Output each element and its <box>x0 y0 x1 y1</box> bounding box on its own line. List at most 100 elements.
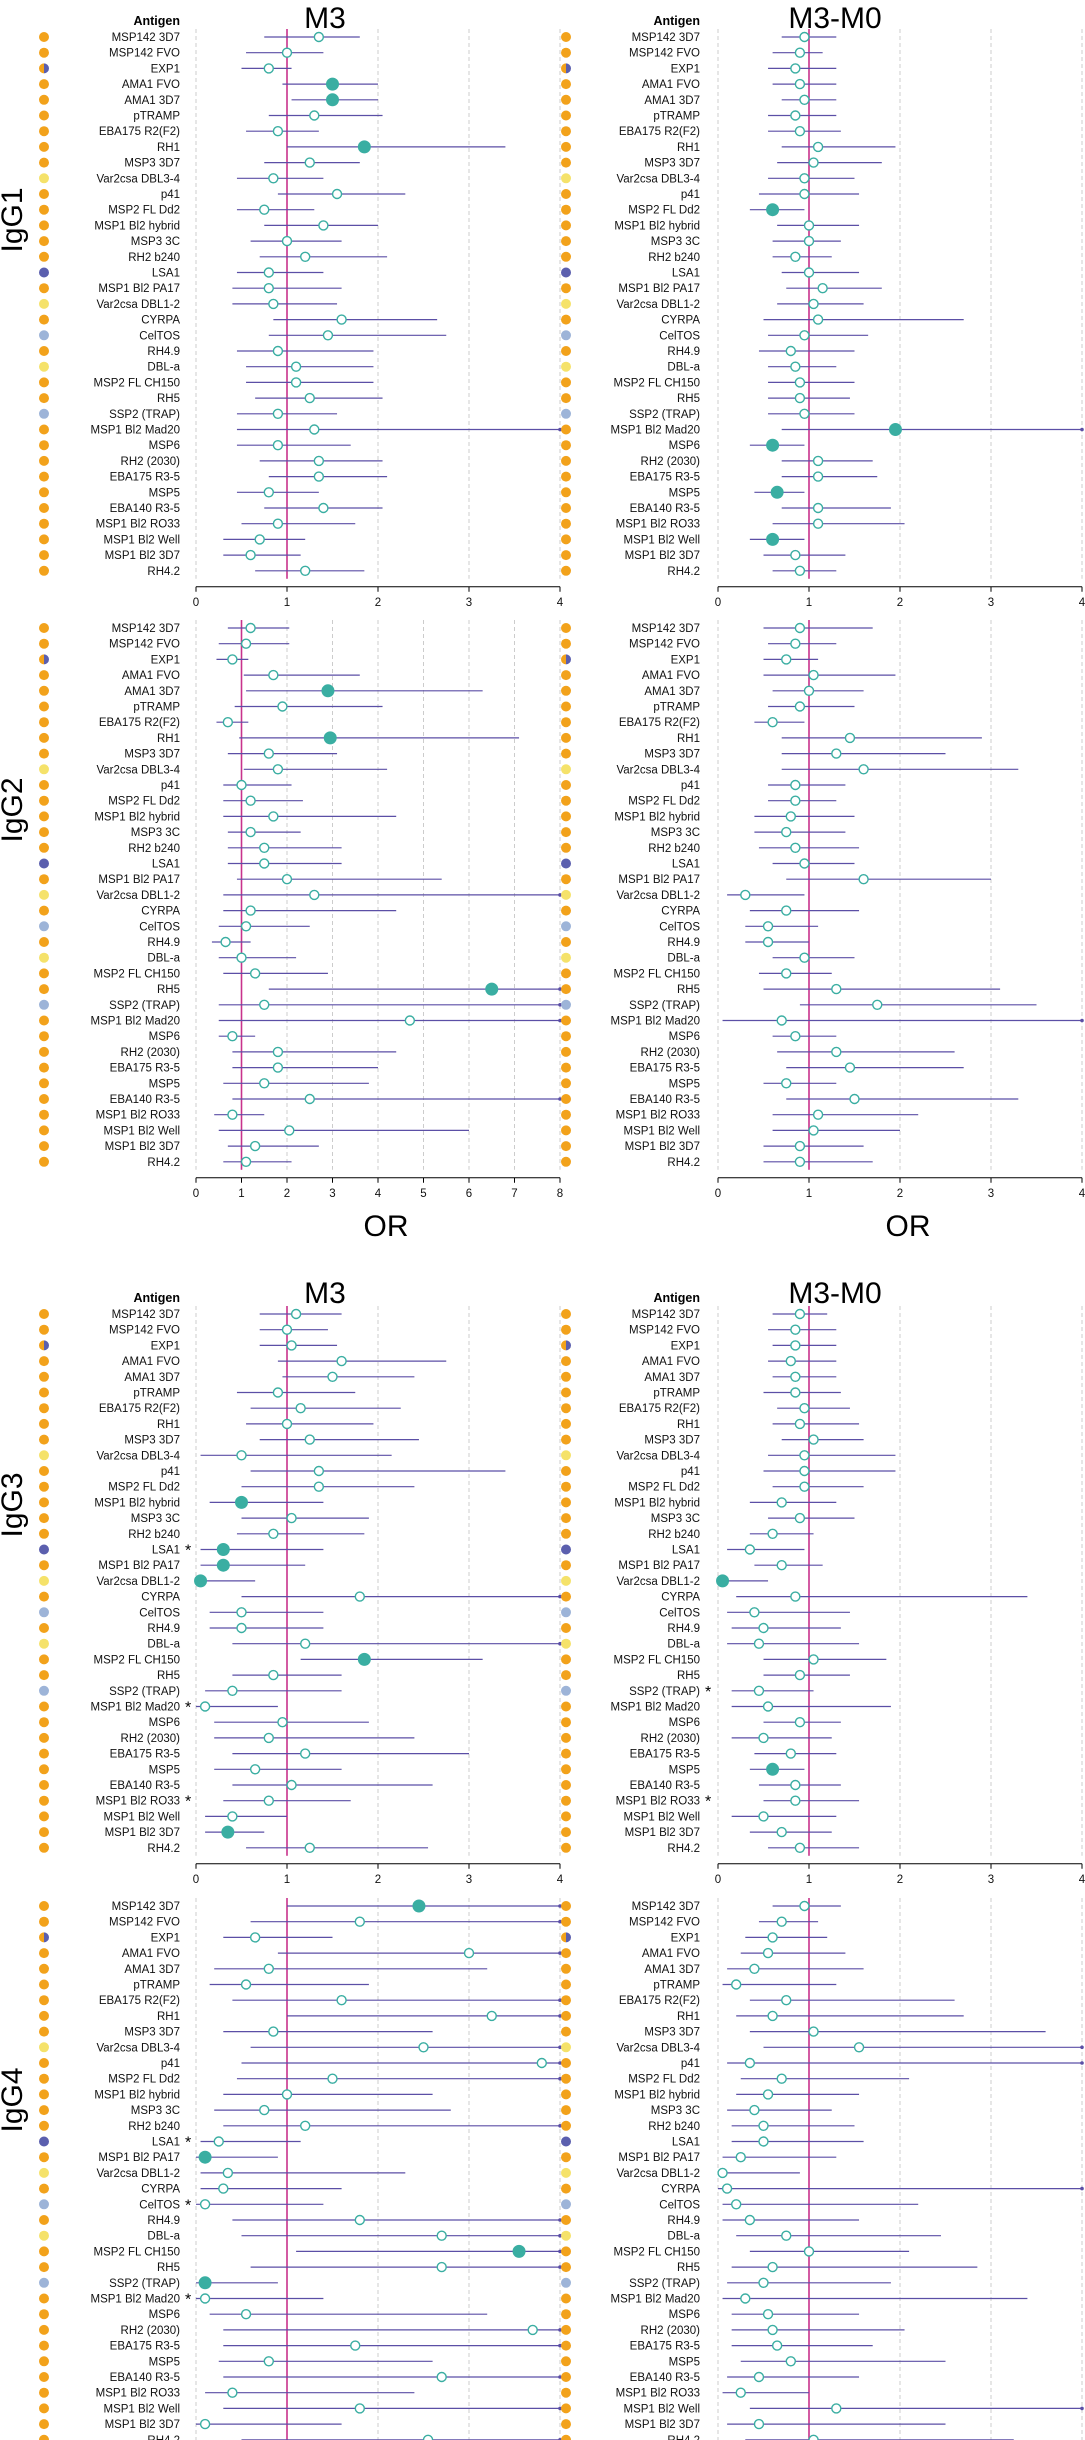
antigen-label: SSP2 (TRAP) <box>629 409 700 421</box>
or-point <box>263 267 274 278</box>
antigen-label: RH1 <box>677 733 700 745</box>
antigen-category-dot <box>561 2356 571 2367</box>
antigen-category-dot <box>561 670 571 681</box>
antigen-label: AMA1 3D7 <box>644 1372 700 1384</box>
antigen-category-dot <box>39 2058 49 2068</box>
antigen-label: RH4.9 <box>667 346 700 358</box>
antigen-category-dot <box>39 1748 49 1759</box>
or-point <box>263 2356 274 2367</box>
antigen-category-dot <box>39 346 49 356</box>
antigen-category-dot <box>39 1094 49 1104</box>
antigen-label: MSP1 Bl2 RO33 <box>616 519 700 531</box>
or-point <box>735 2387 746 2398</box>
or-point <box>272 764 284 775</box>
or-point <box>794 1669 806 1681</box>
or-point <box>858 874 869 885</box>
or-point <box>290 1308 302 1320</box>
or-point <box>268 2026 279 2037</box>
row-label-igg3: IgG3 <box>0 1472 29 1537</box>
antigen-category-dot <box>39 858 49 869</box>
antigen-category-dot <box>39 534 49 545</box>
antigen-category-dot <box>561 424 571 435</box>
antigen-label: CelTOS <box>139 1607 180 1619</box>
antigen-category-dot <box>39 984 49 995</box>
antigen-category-dot <box>39 811 49 822</box>
antigen-category-dot <box>561 204 571 215</box>
antigen-category-dot <box>561 2183 571 2194</box>
antigen-category-dot <box>39 1324 49 1335</box>
antigen-category-dot <box>39 1528 49 1539</box>
antigen-label: MSP1 Bl2 PA17 <box>98 283 180 295</box>
antigen-label: RH1 <box>157 142 180 154</box>
antigen-category-dot <box>39 503 49 513</box>
or-point <box>853 2042 865 2053</box>
panel-igg1-m3-m0: Antigen 0 1 2 3 4 MSP142 3D7 MSP142 FVO EXP1 AMA1… <box>561 14 1085 609</box>
antigen-label: Var2csa DBL1-2 <box>616 2168 700 2180</box>
antigen-label: MSP6 <box>669 440 700 452</box>
antigen-category-dot <box>39 795 49 806</box>
or-point <box>794 47 806 58</box>
or-point <box>785 1355 796 1367</box>
antigen-category-dot <box>561 236 571 247</box>
antigen-category-dot <box>39 1932 44 1943</box>
antigen-label: DBL-a <box>667 953 700 965</box>
x-axis-label-or: OR <box>886 1210 931 1243</box>
or-point <box>794 701 806 712</box>
or-point <box>776 1015 787 1026</box>
antigen-category-dot <box>561 1497 571 1508</box>
or-point <box>790 63 801 74</box>
antigen-category-dot <box>39 2356 49 2367</box>
antigen-label: RH4.9 <box>667 1623 700 1635</box>
antigen-category-dot <box>561 2026 571 2037</box>
or-point <box>259 2104 270 2116</box>
antigen-category-dot <box>561 2246 571 2257</box>
or-point <box>336 1355 347 1367</box>
antigen-label: Var2csa DBL3-4 <box>616 764 700 776</box>
antigen-label: DBL-a <box>667 362 700 374</box>
ci-arrow-end <box>558 2014 562 2018</box>
antigen-category-dot <box>561 968 571 979</box>
antigen-category-dot <box>39 1685 49 1696</box>
antigen-category-dot <box>561 2419 571 2430</box>
antigen-category-dot <box>39 330 49 341</box>
or-point <box>817 283 828 294</box>
antigen-category-dot <box>561 141 571 152</box>
ci-arrow-end <box>558 2343 562 2348</box>
x-axis-label-or: OR <box>364 1210 409 1243</box>
antigen-category-dot <box>39 685 49 696</box>
antigen-category-dot <box>561 2199 571 2210</box>
antigen-label: EXP1 <box>151 63 180 75</box>
antigen-category-dot <box>39 487 49 498</box>
or-point <box>263 1795 274 1806</box>
antigen-category-dot <box>561 2058 571 2068</box>
antigen-category-dot <box>39 2434 49 2440</box>
ci-arrow-end <box>558 987 562 991</box>
antigen-category-dot <box>39 1701 49 1712</box>
antigen-label: MSP1 Bl2 Well <box>624 534 700 546</box>
antigen-category-dot <box>561 1842 571 1853</box>
antigen-label: RH4.2 <box>147 1157 180 1169</box>
antigen-label: MSP1 Bl2 Mad20 <box>611 1016 701 1028</box>
antigen-label: LSA1 <box>672 2137 700 2149</box>
antigen-category-dot <box>561 1418 571 1429</box>
antigen-category-dot <box>39 1963 49 1974</box>
or-point <box>803 2246 815 2257</box>
antigen-label: EBA140 R3-5 <box>110 2372 180 2384</box>
antigen-label: EXP1 <box>671 1932 700 1944</box>
antigen-category-dot <box>561 2372 571 2382</box>
antigen-label: MSP3 3D7 <box>644 1435 700 1447</box>
antigen-category-dot <box>561 314 571 325</box>
antigen-category-dot <box>39 1560 49 1571</box>
or-point <box>758 1622 769 1634</box>
antigen-category-dot <box>39 204 49 215</box>
or-point <box>281 874 293 885</box>
or-point <box>227 1109 238 1120</box>
antigen-label: MSP142 3D7 <box>632 1901 700 1913</box>
antigen-label: Var2csa DBL3-4 <box>616 173 700 185</box>
antigen-label: MSP3 3C <box>131 236 180 248</box>
antigen-label: MSP142 3D7 <box>112 623 180 635</box>
antigen-label: MSP2 FL Dd2 <box>108 796 180 808</box>
antigen-label: MSP6 <box>669 1717 700 1729</box>
antigen-label: MSP1 Bl2 PA17 <box>618 2152 700 2164</box>
